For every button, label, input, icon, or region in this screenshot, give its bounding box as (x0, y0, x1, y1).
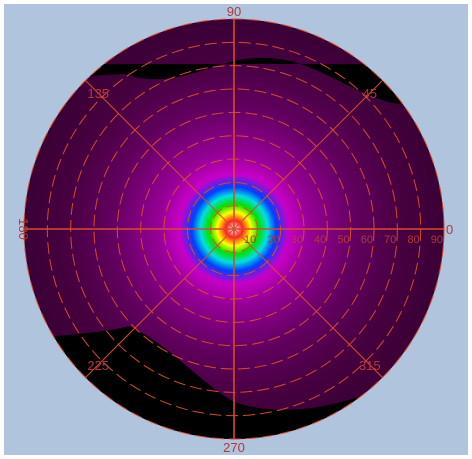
angle-tick-label-180: 180 (16, 218, 31, 240)
angle-spoke-45 (233, 80, 383, 230)
radial-tick-label-80: 80 (407, 234, 419, 246)
angle-tick-label-135: 135 (87, 86, 109, 101)
polar-heatmap-chart: 0 45 90 135 180 225 270 315 10 20 30 40 50 60 70 80 90 (16, 4, 453, 455)
radial-tick-label-90: 90 (431, 234, 443, 246)
angle-tick-label-90: 90 (227, 4, 241, 19)
angle-tick-label-270: 270 (223, 440, 245, 455)
polar-grid (23, 18, 445, 440)
no-data-region-top (34, 57, 434, 104)
angle-tick-label-225: 225 (87, 358, 109, 373)
angle-tick-label-315: 315 (359, 358, 381, 373)
radial-tick-label-10: 10 (244, 234, 256, 246)
angle-spoke-135 (85, 80, 235, 230)
polar-labels: 0 45 90 135 180 225 270 315 10 20 30 40 50 60 70 80 90 (16, 4, 453, 455)
angle-tick-label-0: 0 (446, 222, 453, 237)
radial-tick-label-30: 30 (291, 234, 303, 246)
radial-tick-label-50: 50 (337, 234, 349, 246)
radial-tick-label-70: 70 (384, 234, 396, 246)
angle-spoke-225 (85, 228, 235, 378)
angle-tick-label-45: 45 (363, 86, 377, 101)
polar-plot-frame: 0 45 90 135 180 225 270 315 10 20 30 40 50 60 70 80 90 (4, 4, 468, 455)
radial-tick-label-60: 60 (361, 234, 373, 246)
radial-tick-label-20: 20 (267, 234, 279, 246)
angle-spoke-315 (233, 228, 383, 378)
radial-tick-label-40: 40 (314, 234, 326, 246)
